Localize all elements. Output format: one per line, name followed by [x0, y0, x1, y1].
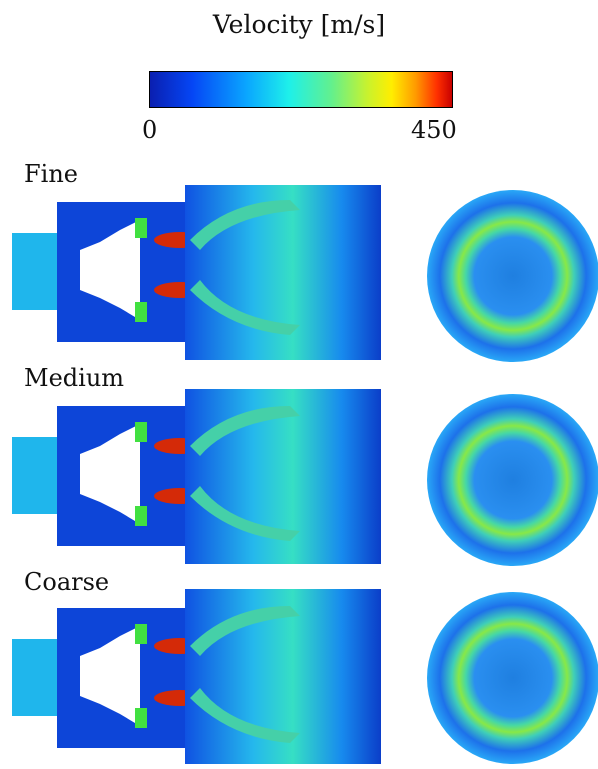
- swirler-body: [80, 626, 140, 726]
- jet-plume: [190, 406, 300, 456]
- swirler-vane: [135, 624, 147, 644]
- jet-plume: [190, 200, 300, 250]
- contour-plot: [12, 389, 598, 566]
- swirler-vane: [135, 422, 147, 442]
- contour-plot: [12, 185, 598, 362]
- jet-plume: [190, 280, 300, 335]
- jet-plume: [190, 606, 300, 656]
- jet-plume: [190, 486, 300, 541]
- jet-plume: [190, 688, 300, 743]
- inlet-region: [12, 639, 57, 716]
- inlet-region: [12, 437, 57, 514]
- colorbar-max-label: 450: [411, 116, 457, 144]
- swirler-body: [80, 424, 140, 524]
- swirler-vane: [135, 708, 147, 728]
- colorbar: [149, 71, 453, 108]
- swirler-vane: [135, 506, 147, 526]
- panel-medium: [0, 384, 598, 574]
- swirler-body: [80, 220, 140, 320]
- cross-section-disc: [427, 394, 598, 566]
- panel-coarse: [0, 586, 598, 769]
- inlet-region: [12, 233, 57, 310]
- swirler-vane: [135, 218, 147, 238]
- colorbar-min-label: 0: [142, 116, 158, 144]
- contour-plot: [12, 589, 598, 764]
- panel-label-medium: Medium: [24, 364, 125, 392]
- panel-fine: [0, 180, 598, 370]
- cross-section-disc: [427, 592, 598, 764]
- colorbar-title: Velocity [m/s]: [212, 10, 386, 39]
- cross-section-disc: [427, 190, 598, 362]
- swirler-vane: [135, 302, 147, 322]
- panel-label-coarse: Coarse: [24, 568, 110, 596]
- panel-label-fine: Fine: [24, 160, 78, 188]
